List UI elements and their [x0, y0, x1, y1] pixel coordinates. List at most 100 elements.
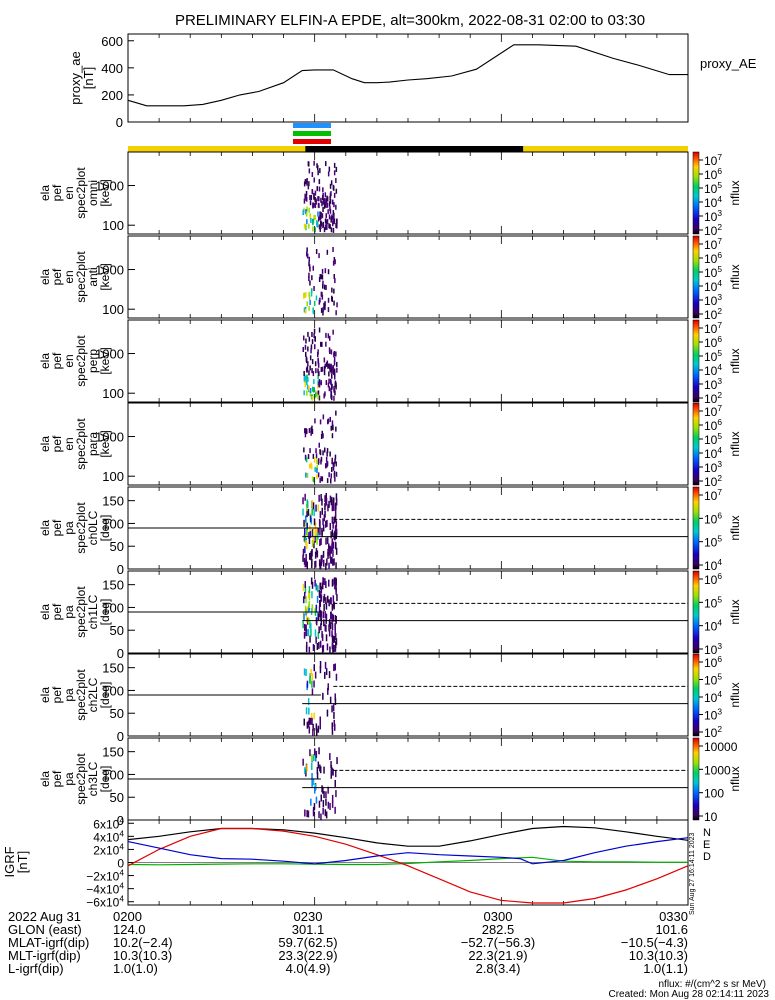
spectrogram-cell [323, 766, 325, 774]
spectrogram-cell [325, 224, 327, 230]
spectrogram-cell [309, 200, 312, 206]
spectrogram-cell [315, 392, 317, 398]
spectrogram-cell [311, 529, 314, 536]
spectrogram-cell [328, 624, 330, 632]
spectrogram-cell [313, 680, 315, 688]
spectrogram-cell [306, 358, 308, 364]
spectrogram-cell [303, 447, 305, 453]
spectrogram-cell [328, 500, 330, 508]
spectrogram-cell [319, 168, 321, 174]
spectrogram-cell [327, 171, 330, 177]
spectrogram-cell [318, 518, 321, 526]
spectrogram-cell [316, 596, 319, 603]
panel-ylabel-line: spec2plot [74, 167, 88, 219]
spectrogram-cell [324, 495, 326, 503]
spectrogram-cell [333, 470, 336, 476]
spectrogram-cell [333, 360, 336, 366]
spectrogram-cell [310, 348, 312, 354]
spectrogram-cell [323, 357, 326, 363]
spectrogram-cell [309, 676, 311, 684]
spectrogram-cell [308, 385, 310, 391]
spectrogram-cell [329, 495, 332, 503]
spectrogram-cell [319, 274, 321, 280]
spectrogram-cell [329, 198, 332, 204]
ytick-label: 100 [102, 218, 124, 233]
spectrogram-cell [307, 628, 310, 636]
spectrogram-cell [306, 764, 308, 772]
panel-ylabel-line: ch3LC [86, 761, 100, 796]
spectrogram-cell [330, 478, 332, 484]
spectrogram-cell [330, 180, 333, 186]
ae-ytick-label: 600 [101, 34, 123, 49]
spectrogram-cell [329, 451, 331, 457]
panel-ylabel-line: ela [38, 604, 52, 620]
spectrogram-cell [327, 333, 330, 339]
spectrogram-cell [335, 310, 337, 316]
spectrogram-cell [321, 201, 323, 207]
spectrogram-cell [322, 524, 325, 532]
spectrogram-cell [334, 259, 336, 265]
spectrogram-cell [319, 591, 321, 598]
spectrogram-cell [320, 434, 323, 439]
spectrogram-cell [311, 673, 314, 681]
spectrogram-cell [305, 472, 307, 478]
spectrogram-cell [324, 624, 326, 632]
colorbar-tick-label: 103 [704, 707, 722, 723]
spectrogram-cell [331, 767, 333, 775]
panel-ylabel-line: pef [50, 268, 64, 285]
colorbar-tick-label: 105 [704, 672, 722, 688]
shadow-bar [305, 146, 524, 152]
spectrogram-cell [320, 813, 322, 821]
footer-cell: 22.3(21.9) [468, 948, 528, 963]
spectrogram-cell [317, 459, 320, 465]
spectrogram-cell [320, 582, 322, 590]
spectrogram-cell [335, 502, 337, 510]
spectrogram-cell [322, 223, 324, 229]
spectrogram-cell [330, 368, 332, 374]
spectrogram-cell [322, 307, 324, 312]
spectrogram-cell [303, 596, 305, 604]
spectrogram-cell [328, 472, 330, 478]
igrf-ylabel-line: IGRF [2, 846, 17, 877]
spectrogram-cell [334, 663, 336, 671]
ytick-label: 1000 [95, 179, 124, 194]
spectrogram-cell [311, 604, 313, 612]
spectrogram-cell [331, 800, 334, 808]
spectrogram-cell [306, 472, 309, 478]
spectrogram-cell [328, 166, 331, 172]
ytick-label: 100 [102, 469, 124, 484]
conjunction-bar [293, 123, 331, 128]
spectrogram-cell [302, 554, 304, 562]
spectrogram-cell [321, 430, 323, 436]
spectrogram-cell [302, 621, 304, 629]
spectrogram-cell [331, 504, 334, 512]
spectrogram-cell [333, 370, 335, 375]
spectrogram-cell [314, 361, 317, 367]
footer-row-label: L-igrf(dip) [8, 961, 64, 976]
panel-ylabel-line: ela [38, 771, 52, 787]
colorbar-tick-label: 104 [704, 445, 722, 461]
spectrogram-cell [319, 528, 321, 536]
spectrogram-cell [334, 454, 337, 460]
spectrogram-cell [335, 410, 337, 416]
spectrogram-cell [326, 196, 329, 202]
spectrogram-cell [320, 307, 323, 313]
spectrogram-cell [315, 368, 317, 374]
spectrogram-cell [331, 727, 334, 735]
spectrogram-cell [325, 668, 328, 676]
spectrogram-cell [325, 380, 328, 385]
panel-frame [127, 402, 689, 486]
spectrogram-cell [331, 623, 334, 631]
spectrogram-cell [318, 494, 320, 502]
spectrogram-cell [317, 374, 319, 380]
spectrogram-cell [306, 301, 308, 307]
colorbar-tick-label: 104 [704, 278, 722, 294]
ae-legend: proxy_AE [700, 56, 757, 71]
spectrogram-cell [311, 581, 314, 589]
colorbar-label: nflux [728, 348, 742, 373]
spectrogram-cell [315, 796, 318, 804]
spectrogram-cell [334, 380, 337, 386]
igrf-series-blue [127, 837, 689, 865]
